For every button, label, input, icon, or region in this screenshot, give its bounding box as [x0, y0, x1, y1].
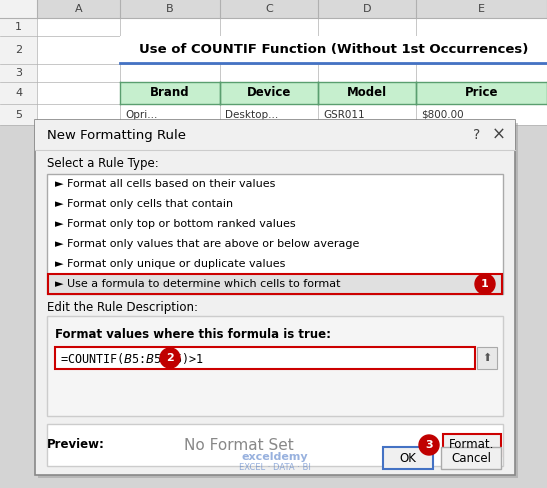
- Text: 2: 2: [15, 45, 22, 55]
- Circle shape: [160, 348, 180, 368]
- Bar: [441, 447, 501, 469]
- Bar: [477, 347, 497, 369]
- Text: =COUNTIF($B$5:$B5,$B5)>1: =COUNTIF($B$5:$B5,$B5)>1: [60, 350, 204, 366]
- Text: ► Format only top or bottom ranked values: ► Format only top or bottom ranked value…: [55, 219, 295, 229]
- Text: ?: ?: [473, 128, 481, 142]
- Bar: [0, 0, 37, 125]
- Bar: [0, 0, 547, 125]
- Text: ► Use a formula to determine which cells to format: ► Use a formula to determine which cells…: [55, 279, 340, 289]
- Text: 1: 1: [15, 22, 22, 32]
- Text: ⬆: ⬆: [482, 353, 492, 363]
- Text: E: E: [478, 4, 485, 14]
- Bar: [35, 120, 515, 475]
- Bar: [48, 274, 502, 294]
- Text: Select a Rule Type:: Select a Rule Type:: [47, 158, 159, 170]
- Text: B: B: [166, 4, 174, 14]
- Bar: [416, 82, 547, 104]
- Text: ► Format all cells based on their values: ► Format all cells based on their values: [55, 179, 275, 189]
- Text: $800.00: $800.00: [421, 109, 464, 120]
- Text: EXCEL · DATA · BI: EXCEL · DATA · BI: [239, 463, 311, 471]
- Text: Model: Model: [347, 86, 387, 100]
- Text: 3: 3: [425, 440, 433, 450]
- Text: GSR011: GSR011: [323, 109, 365, 120]
- Text: No Format Set: No Format Set: [184, 438, 293, 452]
- Text: Desktop...: Desktop...: [225, 109, 278, 120]
- Text: 3: 3: [15, 68, 22, 78]
- Text: Price: Price: [465, 86, 498, 100]
- Text: ► Format only unique or duplicate values: ► Format only unique or duplicate values: [55, 259, 286, 269]
- Text: C: C: [265, 4, 273, 14]
- Text: ► Format only cells that contain: ► Format only cells that contain: [55, 199, 233, 209]
- Text: 5: 5: [15, 109, 22, 120]
- Text: A: A: [75, 4, 82, 14]
- Bar: [120, 82, 220, 104]
- Bar: [47, 424, 503, 466]
- Text: Edit the Rule Description:: Edit the Rule Description:: [47, 302, 198, 314]
- Bar: [0, 0, 547, 18]
- Text: D: D: [363, 4, 371, 14]
- Text: ×: ×: [492, 126, 506, 144]
- Text: 2: 2: [166, 353, 174, 363]
- Bar: [47, 316, 503, 416]
- Bar: [38, 123, 518, 478]
- Bar: [35, 120, 515, 150]
- Text: 1: 1: [481, 279, 489, 289]
- Text: New Formatting Rule: New Formatting Rule: [47, 128, 186, 142]
- Text: Device: Device: [247, 86, 291, 100]
- Bar: [120, 36, 547, 64]
- Circle shape: [419, 435, 439, 455]
- Bar: [383, 447, 433, 469]
- Text: Format.: Format.: [449, 439, 494, 451]
- Text: Brand: Brand: [150, 86, 190, 100]
- Circle shape: [475, 274, 495, 294]
- Bar: [443, 434, 501, 456]
- Text: exceldemy: exceldemy: [242, 452, 309, 462]
- Bar: [318, 82, 416, 104]
- Bar: [55, 347, 475, 369]
- Text: Preview:: Preview:: [47, 439, 105, 451]
- Bar: [220, 82, 318, 104]
- Text: Cancel: Cancel: [451, 451, 491, 465]
- Text: Format values where this formula is true:: Format values where this formula is true…: [55, 327, 331, 341]
- Text: OK: OK: [399, 451, 416, 465]
- Text: Opri...: Opri...: [125, 109, 158, 120]
- Bar: [48, 274, 502, 294]
- Text: 4: 4: [15, 88, 22, 98]
- Text: ► Format only values that are above or below average: ► Format only values that are above or b…: [55, 239, 359, 249]
- Bar: [47, 174, 503, 294]
- Text: Use of COUNTIF Function (Without 1st Occurrences): Use of COUNTIF Function (Without 1st Occ…: [139, 43, 528, 57]
